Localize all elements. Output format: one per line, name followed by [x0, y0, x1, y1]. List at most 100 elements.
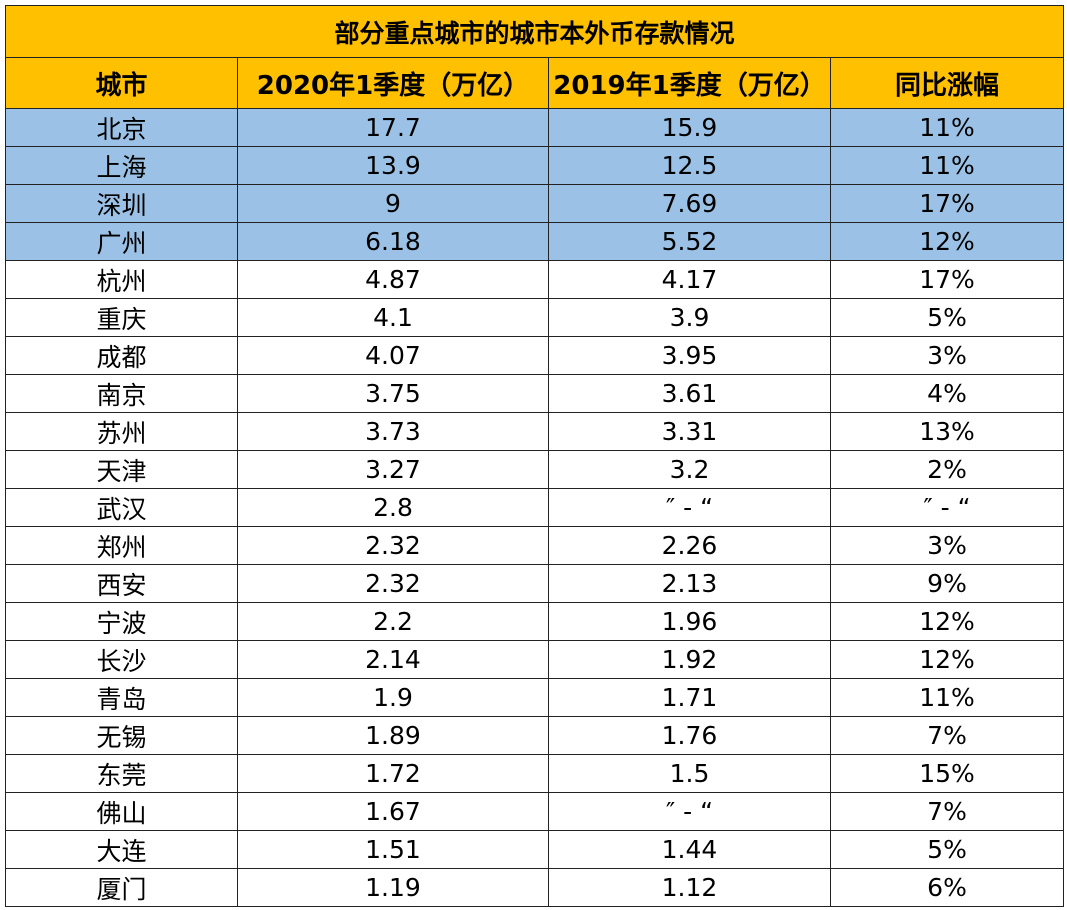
value-cell: 3.95 [548, 336, 831, 375]
city-cell: 厦门 [5, 868, 238, 907]
value-cell: 1.96 [548, 602, 831, 641]
value-cell: 1.89 [237, 716, 549, 755]
value-cell: 4.87 [237, 260, 549, 299]
city-cell: 宁波 [5, 602, 238, 641]
value-cell: 12% [829, 640, 1065, 679]
value-cell: 4.07 [237, 336, 549, 375]
value-cell: 1.51 [237, 830, 549, 869]
value-cell: 7.69 [548, 184, 831, 223]
city-cell: 佛山 [5, 792, 238, 831]
table-row: 苏州 3.73 3.31 13% [5, 412, 1065, 451]
table-row: 大连 1.51 1.44 5% [5, 830, 1065, 869]
value-cell: 3.73 [237, 412, 549, 451]
value-cell: 1.92 [548, 640, 831, 679]
value-cell: ″ - “ [548, 792, 831, 831]
city-cell: 青岛 [5, 678, 238, 717]
value-cell: 17% [829, 260, 1065, 299]
value-cell: 7% [829, 716, 1065, 755]
value-cell: 11% [829, 108, 1065, 147]
city-cell: 长沙 [5, 640, 238, 679]
city-cell: 郑州 [5, 526, 238, 565]
city-cell: 重庆 [5, 298, 238, 337]
table-row: 天津 3.27 3.2 2% [5, 450, 1065, 489]
value-cell: 1.9 [237, 678, 549, 717]
value-cell: 13.9 [237, 146, 549, 185]
city-cell: 苏州 [5, 412, 238, 451]
value-cell: 4% [829, 374, 1065, 413]
city-cell: 大连 [5, 830, 238, 869]
value-cell: 3% [829, 526, 1065, 565]
table-row: 武汉 2.8 ″ - “″ - “ [5, 488, 1065, 527]
value-cell: 9% [829, 564, 1065, 603]
city-cell: 北京 [5, 108, 238, 147]
value-cell: ″ - “ [829, 488, 1065, 527]
value-cell: 1.71 [548, 678, 831, 717]
value-cell: 13% [829, 412, 1065, 451]
value-cell: 6% [829, 868, 1065, 907]
table-row: 宁波 2.2 1.96 12% [5, 602, 1065, 641]
table-row: 青岛 1.9 1.71 11% [5, 678, 1065, 717]
table-row: 无锡 1.89 1.76 7% [5, 716, 1065, 755]
value-cell: 17.7 [237, 108, 549, 147]
column-header: 2020年1季度（万亿） [237, 57, 549, 109]
value-cell: 3.75 [237, 374, 549, 413]
value-cell: 3.9 [548, 298, 831, 337]
value-cell: 11% [829, 678, 1065, 717]
table-row: 重庆 4.1 3.9 5% [5, 298, 1065, 337]
value-cell: 9 [237, 184, 549, 223]
city-cell: 杭州 [5, 260, 238, 299]
value-cell: 12.5 [548, 146, 831, 185]
value-cell: 1.76 [548, 716, 831, 755]
value-cell: 6.18 [237, 222, 549, 261]
value-cell: 7% [829, 792, 1065, 831]
city-cell: 无锡 [5, 716, 238, 755]
value-cell: 5% [829, 830, 1065, 869]
title-row: 部分重点城市的城市本外币存款情况 [4, 5, 1065, 58]
column-header: 同比涨幅 [829, 57, 1065, 109]
table-row: 深圳 9 7.69 17% [5, 184, 1065, 223]
column-header: 城市 [5, 57, 238, 109]
table-row: 南京 3.75 3.61 4% [5, 374, 1065, 413]
value-cell: 1.67 [237, 792, 549, 831]
value-cell: 3.27 [237, 450, 549, 489]
table-body: 北京 17.7 15.9 11% 上海 13.9 12.5 11% 深圳 9 7.69 17% 广州 6.… [5, 108, 1065, 907]
value-cell: ″ - “ [548, 488, 831, 527]
value-cell: 1.12 [548, 868, 831, 907]
value-cell: 15.9 [548, 108, 831, 147]
value-cell: 15% [829, 754, 1065, 793]
table-row: 成都 4.07 3.95 3% [5, 336, 1065, 375]
table-row: 杭州 4.87 4.17 17% [5, 260, 1065, 299]
value-cell: 3% [829, 336, 1065, 375]
city-cell: 东莞 [5, 754, 238, 793]
value-cell: 1.5 [548, 754, 831, 793]
city-cell: 广州 [5, 222, 238, 261]
table-row: 上海 13.9 12.5 11% [5, 146, 1065, 185]
value-cell: 4.17 [548, 260, 831, 299]
city-cell: 西安 [5, 564, 238, 603]
table-row: 厦门 1.19 1.12 6% [5, 868, 1065, 907]
value-cell: 17% [829, 184, 1065, 223]
table-row: 西安 2.32 2.13 9% [5, 564, 1065, 603]
table-row: 佛山 1.67 ″ - “7% [5, 792, 1065, 831]
value-cell: 11% [829, 146, 1065, 185]
table-row: 广州 6.18 5.52 12% [5, 222, 1065, 261]
value-cell: 2% [829, 450, 1065, 489]
column-header: 2019年1季度（万亿） [548, 57, 831, 109]
value-cell: 4.1 [237, 298, 549, 337]
value-cell: 2.14 [237, 640, 549, 679]
value-cell: 12% [829, 602, 1065, 641]
value-cell: 1.19 [237, 868, 549, 907]
table-row: 北京 17.7 15.9 11% [5, 108, 1065, 147]
value-cell: 1.44 [548, 830, 831, 869]
value-cell: 2.26 [548, 526, 831, 565]
value-cell: 3.2 [548, 450, 831, 489]
value-cell: 2.32 [237, 564, 549, 603]
deposit-table: 部分重点城市的城市本外币存款情况 城市 2020年1季度（万亿） 2019年1季度（… [4, 5, 1065, 907]
value-cell: 3.61 [548, 374, 831, 413]
city-cell: 天津 [5, 450, 238, 489]
table-title: 部分重点城市的城市本外币存款情况 [4, 5, 1065, 58]
city-cell: 深圳 [5, 184, 238, 223]
city-cell: 南京 [5, 374, 238, 413]
value-cell: 2.2 [237, 602, 549, 641]
